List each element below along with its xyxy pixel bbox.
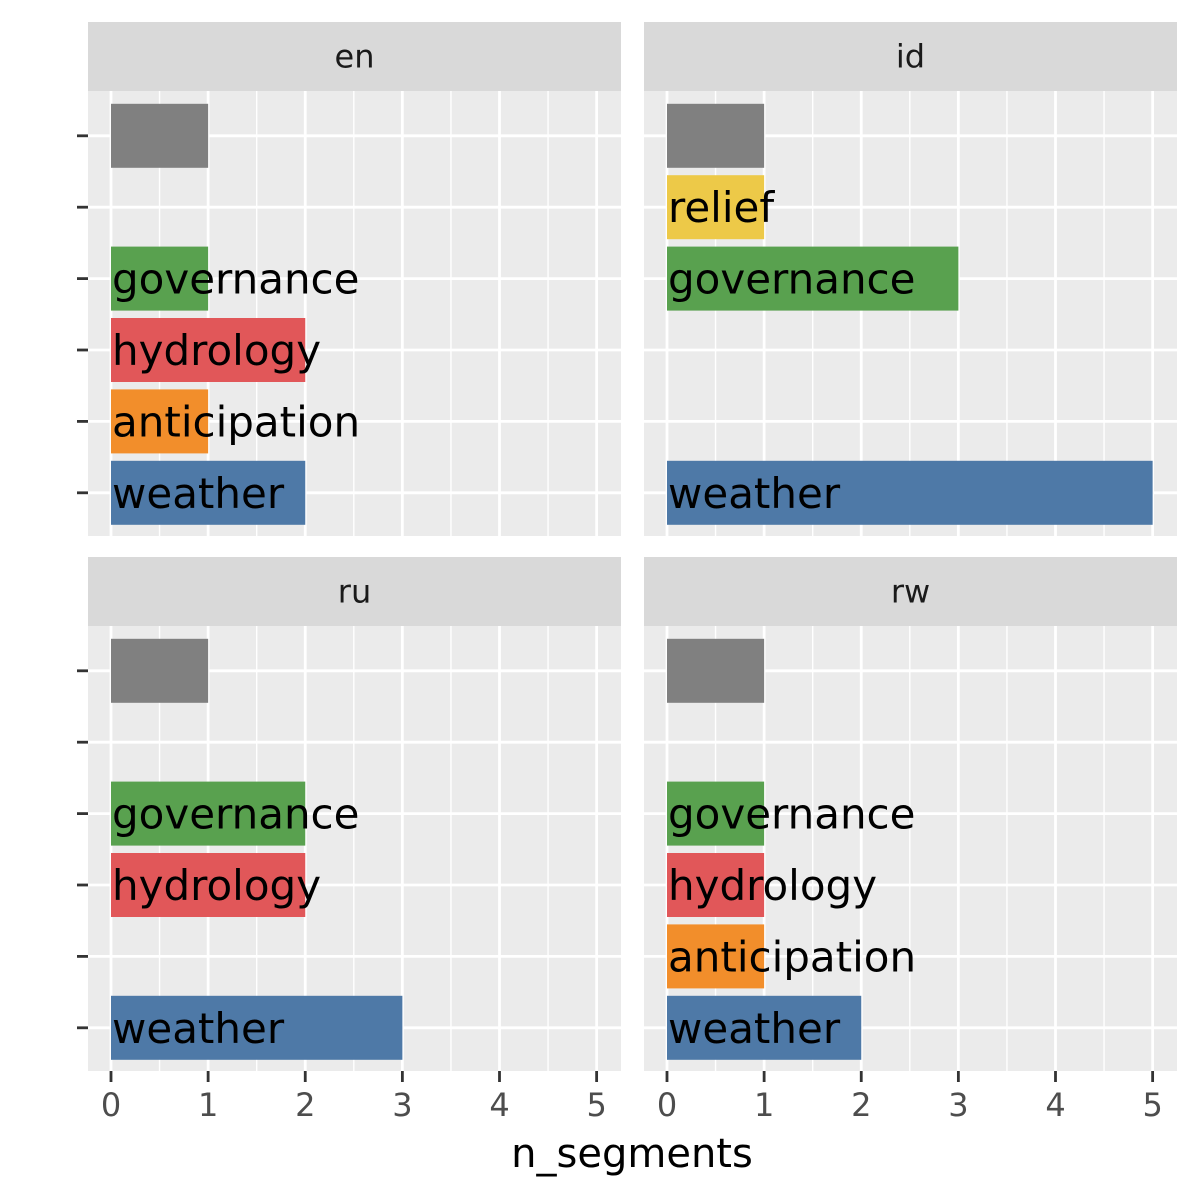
bar xyxy=(667,103,765,168)
facet-strip-label: en xyxy=(335,38,375,76)
facets-layer: en governance hydrology anticipation weather… xyxy=(77,22,1177,1124)
bar-label: weather xyxy=(112,469,285,518)
facet-strip xyxy=(644,22,1177,91)
facet-panel-id: id relief governance weather xyxy=(644,22,1177,536)
bar xyxy=(667,853,765,917)
bar-label: governance xyxy=(112,790,360,839)
bar xyxy=(111,638,209,703)
bar xyxy=(111,781,306,846)
x-tick-label: 4 xyxy=(1045,1086,1065,1124)
bar-label: hydrology xyxy=(668,861,877,910)
x-tick-label: 1 xyxy=(198,1086,218,1124)
bar xyxy=(111,389,209,454)
facet-strip-label: ru xyxy=(338,573,371,611)
bar xyxy=(667,638,765,703)
bar xyxy=(111,246,209,311)
x-tick-label: 2 xyxy=(851,1086,871,1124)
facet-strip xyxy=(88,22,621,91)
x-tick-label: 1 xyxy=(754,1086,774,1124)
bar xyxy=(667,460,1153,525)
bar xyxy=(111,460,306,525)
x-tick-label: 0 xyxy=(657,1086,677,1124)
facet-panel-en: en governance hydrology anticipation weather xyxy=(77,22,621,536)
x-tick-label: 5 xyxy=(1142,1086,1162,1124)
facet-strip-label: id xyxy=(896,38,925,76)
bar-label: governance xyxy=(668,255,916,304)
x-axis-title-group: n_segments xyxy=(511,1131,753,1177)
bar-label: hydrology xyxy=(112,861,321,910)
facet-strip xyxy=(644,557,1177,626)
x-tick-label: 5 xyxy=(586,1086,606,1124)
bar xyxy=(667,246,959,311)
bar xyxy=(111,853,306,917)
facet-panel-rw: rw governance hydrology anticipation weather… xyxy=(644,557,1177,1124)
bar xyxy=(111,995,403,1060)
bar xyxy=(667,995,862,1060)
facet-panel-ru: ru governance hydrology weather 0 1 2 3 4 5 xyxy=(77,557,621,1124)
bar xyxy=(667,781,765,846)
bar-label: anticipation xyxy=(112,397,360,446)
bar-label: anticipation xyxy=(668,932,916,981)
x-tick-label: 3 xyxy=(392,1086,412,1124)
bar-label: governance xyxy=(112,255,360,304)
facet-strip xyxy=(88,557,621,626)
facet-strip-label: rw xyxy=(891,573,930,611)
bar xyxy=(667,924,765,989)
bar xyxy=(111,318,306,382)
bar xyxy=(111,103,209,168)
x-tick-label: 0 xyxy=(101,1086,121,1124)
bar-label: relief xyxy=(668,183,775,232)
bar-label: hydrology xyxy=(112,326,321,375)
x-tick-label: 4 xyxy=(489,1086,509,1124)
bar-label: weather xyxy=(668,1004,841,1053)
bar-label: weather xyxy=(668,469,841,518)
bar xyxy=(667,175,765,240)
x-axis-title: n_segments xyxy=(511,1131,753,1177)
bar-label: governance xyxy=(668,790,916,839)
x-tick-label: 2 xyxy=(295,1086,315,1124)
bar-label: weather xyxy=(112,1004,285,1053)
x-tick-label: 3 xyxy=(948,1086,968,1124)
